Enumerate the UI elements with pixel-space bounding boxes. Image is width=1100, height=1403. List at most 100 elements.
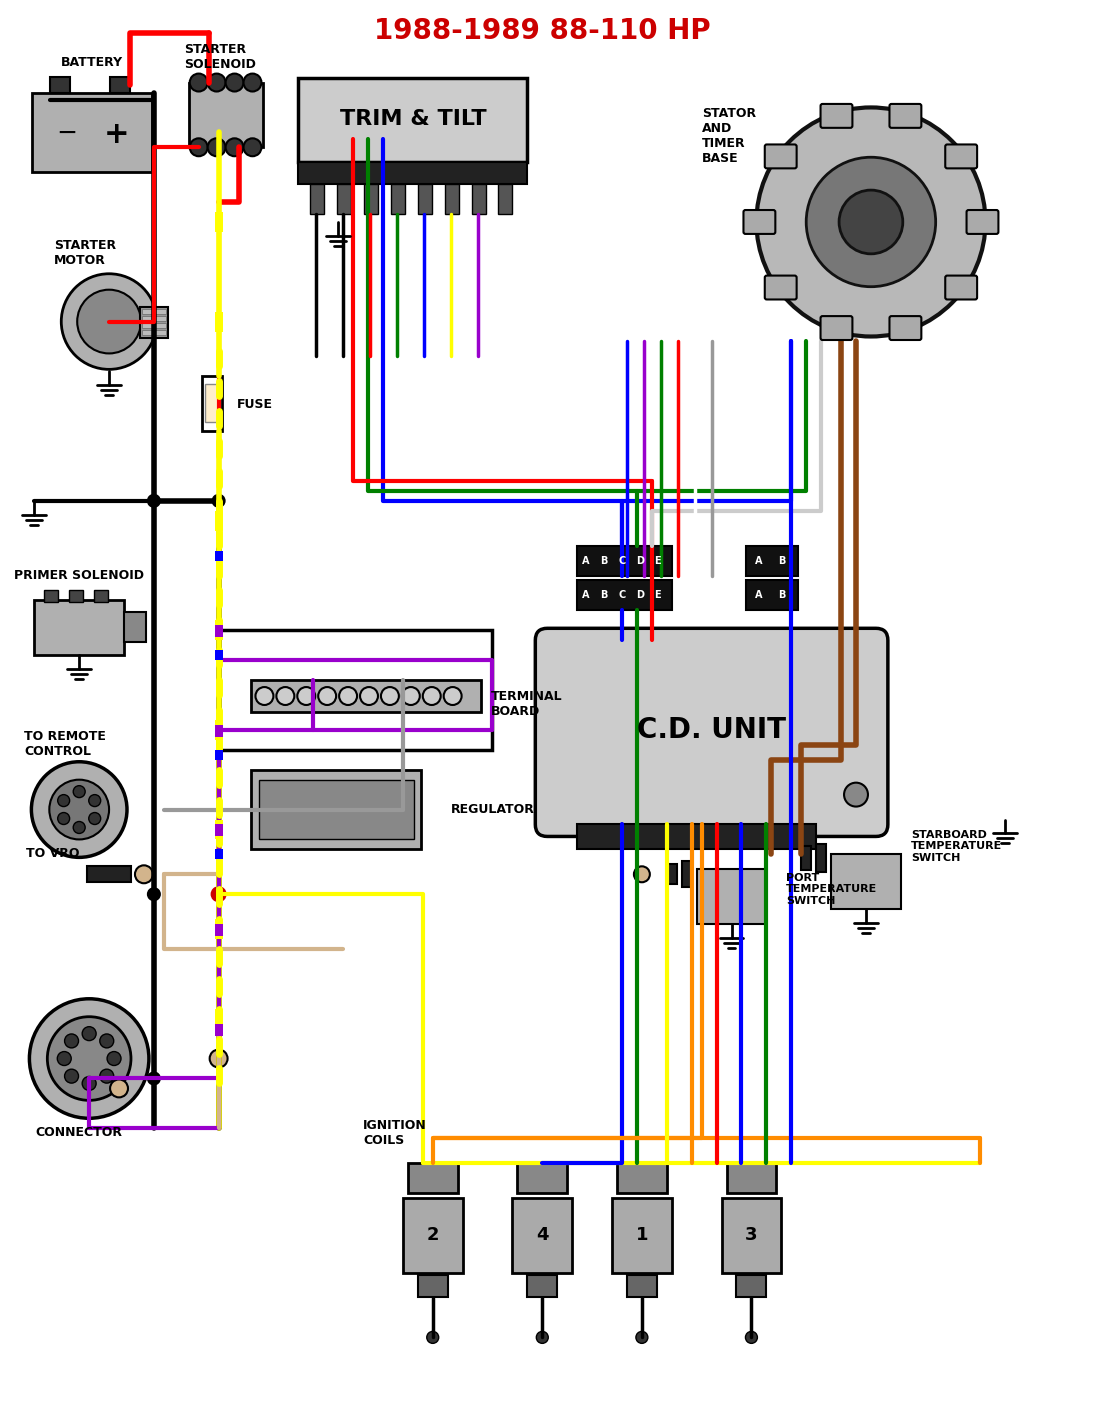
Circle shape bbox=[212, 495, 224, 506]
Text: B: B bbox=[601, 591, 607, 600]
Circle shape bbox=[211, 887, 226, 901]
FancyBboxPatch shape bbox=[967, 210, 999, 234]
FancyBboxPatch shape bbox=[32, 93, 152, 173]
FancyBboxPatch shape bbox=[214, 725, 222, 737]
Circle shape bbox=[208, 139, 226, 156]
FancyBboxPatch shape bbox=[890, 104, 922, 128]
FancyBboxPatch shape bbox=[617, 1163, 667, 1193]
FancyBboxPatch shape bbox=[260, 780, 414, 839]
FancyBboxPatch shape bbox=[95, 591, 108, 602]
Text: TO REMOTE
CONTROL: TO REMOTE CONTROL bbox=[24, 730, 107, 758]
Text: 4: 4 bbox=[536, 1226, 549, 1244]
FancyBboxPatch shape bbox=[832, 854, 901, 909]
FancyBboxPatch shape bbox=[726, 1163, 777, 1193]
FancyBboxPatch shape bbox=[747, 581, 799, 610]
FancyBboxPatch shape bbox=[747, 546, 799, 575]
Circle shape bbox=[57, 812, 69, 825]
FancyBboxPatch shape bbox=[298, 77, 527, 163]
FancyBboxPatch shape bbox=[51, 77, 70, 93]
Circle shape bbox=[82, 1076, 96, 1090]
FancyBboxPatch shape bbox=[124, 612, 146, 643]
FancyBboxPatch shape bbox=[205, 384, 219, 422]
Circle shape bbox=[757, 108, 986, 337]
Circle shape bbox=[147, 1072, 160, 1085]
FancyBboxPatch shape bbox=[667, 864, 676, 884]
Circle shape bbox=[844, 783, 868, 807]
FancyBboxPatch shape bbox=[310, 184, 324, 215]
Circle shape bbox=[360, 687, 378, 704]
Circle shape bbox=[57, 1052, 72, 1065]
Circle shape bbox=[210, 1049, 228, 1068]
FancyBboxPatch shape bbox=[214, 919, 222, 939]
Text: PRIMER SOLENOID: PRIMER SOLENOID bbox=[14, 570, 144, 582]
Text: A: A bbox=[582, 591, 590, 600]
FancyBboxPatch shape bbox=[744, 210, 775, 234]
FancyBboxPatch shape bbox=[821, 104, 852, 128]
Text: B: B bbox=[601, 556, 607, 565]
FancyBboxPatch shape bbox=[214, 825, 222, 836]
FancyBboxPatch shape bbox=[142, 323, 166, 327]
Circle shape bbox=[634, 866, 650, 882]
Circle shape bbox=[208, 73, 226, 91]
Circle shape bbox=[806, 157, 936, 286]
FancyBboxPatch shape bbox=[890, 316, 922, 340]
FancyBboxPatch shape bbox=[214, 849, 222, 860]
Circle shape bbox=[243, 139, 262, 156]
Text: E: E bbox=[654, 591, 661, 600]
FancyBboxPatch shape bbox=[408, 1163, 458, 1193]
Circle shape bbox=[427, 1331, 439, 1343]
FancyBboxPatch shape bbox=[737, 1275, 767, 1296]
Text: B: B bbox=[779, 591, 786, 600]
FancyBboxPatch shape bbox=[189, 83, 263, 147]
Text: TERMINAL
BOARD: TERMINAL BOARD bbox=[491, 690, 562, 718]
Circle shape bbox=[136, 866, 152, 882]
Text: D: D bbox=[636, 591, 644, 600]
Circle shape bbox=[297, 687, 316, 704]
Circle shape bbox=[77, 289, 141, 354]
FancyBboxPatch shape bbox=[140, 307, 168, 338]
Text: FUSE: FUSE bbox=[236, 397, 273, 411]
Circle shape bbox=[537, 1331, 548, 1343]
Circle shape bbox=[30, 999, 148, 1118]
Circle shape bbox=[89, 812, 101, 825]
Circle shape bbox=[74, 822, 85, 833]
Circle shape bbox=[107, 1052, 121, 1065]
Text: BATTERY: BATTERY bbox=[62, 56, 123, 69]
FancyBboxPatch shape bbox=[214, 550, 222, 561]
FancyBboxPatch shape bbox=[444, 184, 459, 215]
FancyBboxPatch shape bbox=[578, 825, 816, 849]
FancyBboxPatch shape bbox=[696, 870, 767, 925]
Text: C: C bbox=[618, 591, 626, 600]
Text: A: A bbox=[582, 556, 590, 565]
FancyBboxPatch shape bbox=[214, 1009, 222, 1028]
FancyBboxPatch shape bbox=[142, 330, 166, 334]
Text: CONNECTOR: CONNECTOR bbox=[35, 1127, 123, 1139]
FancyBboxPatch shape bbox=[578, 546, 672, 575]
FancyBboxPatch shape bbox=[214, 620, 222, 640]
Text: ─: ─ bbox=[59, 122, 75, 146]
Circle shape bbox=[189, 73, 208, 91]
FancyBboxPatch shape bbox=[403, 1198, 463, 1273]
Circle shape bbox=[443, 687, 462, 704]
FancyBboxPatch shape bbox=[764, 145, 796, 168]
FancyBboxPatch shape bbox=[87, 866, 131, 882]
Circle shape bbox=[47, 1017, 131, 1100]
Text: A: A bbox=[755, 556, 762, 565]
Text: C: C bbox=[618, 556, 626, 565]
Text: D: D bbox=[636, 556, 644, 565]
Circle shape bbox=[110, 1079, 128, 1097]
Circle shape bbox=[636, 1331, 648, 1343]
FancyBboxPatch shape bbox=[816, 845, 826, 873]
FancyBboxPatch shape bbox=[418, 1275, 448, 1296]
Circle shape bbox=[839, 189, 903, 254]
Circle shape bbox=[255, 687, 274, 704]
FancyBboxPatch shape bbox=[201, 376, 221, 431]
FancyBboxPatch shape bbox=[472, 184, 485, 215]
FancyBboxPatch shape bbox=[214, 749, 222, 760]
FancyBboxPatch shape bbox=[214, 212, 222, 231]
FancyBboxPatch shape bbox=[214, 511, 222, 530]
Text: STATOR
AND
TIMER
BASE: STATOR AND TIMER BASE bbox=[702, 108, 756, 166]
Text: STARTER
SOLENOID: STARTER SOLENOID bbox=[184, 42, 255, 70]
Circle shape bbox=[339, 687, 358, 704]
Circle shape bbox=[57, 794, 69, 807]
